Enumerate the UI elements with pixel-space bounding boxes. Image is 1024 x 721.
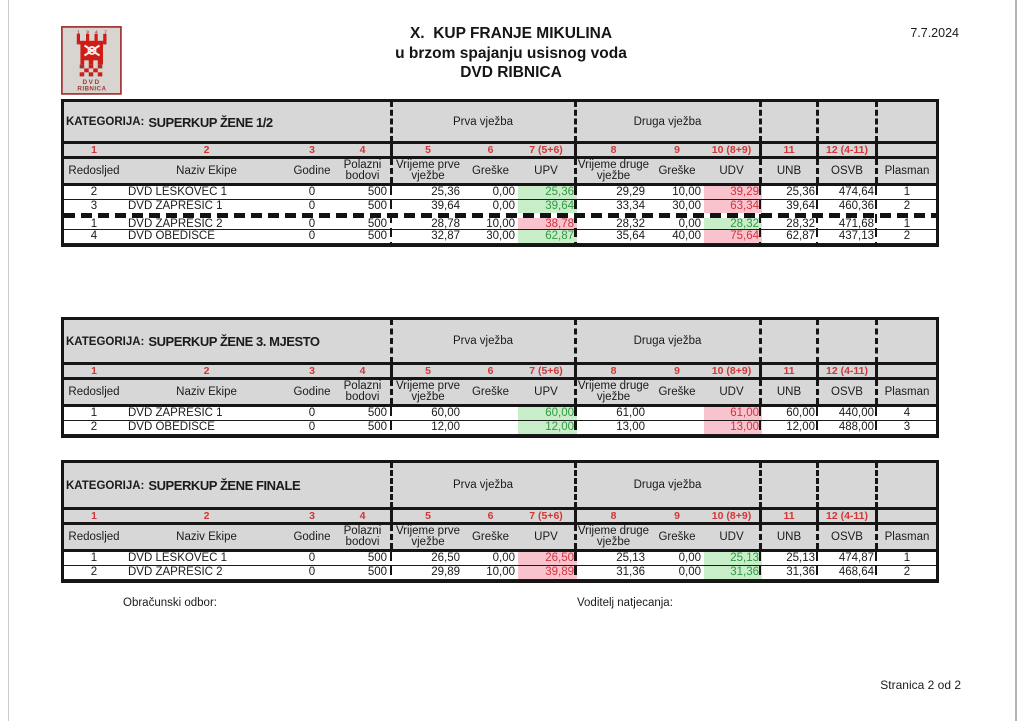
svg-text:7: 7: [104, 29, 107, 34]
svg-text:DVD: DVD: [82, 79, 100, 86]
svg-text:9: 9: [86, 29, 89, 34]
svg-text:1: 1: [77, 29, 80, 34]
svg-text:RIBNICA: RIBNICA: [77, 86, 106, 93]
svg-text:4: 4: [95, 29, 98, 34]
